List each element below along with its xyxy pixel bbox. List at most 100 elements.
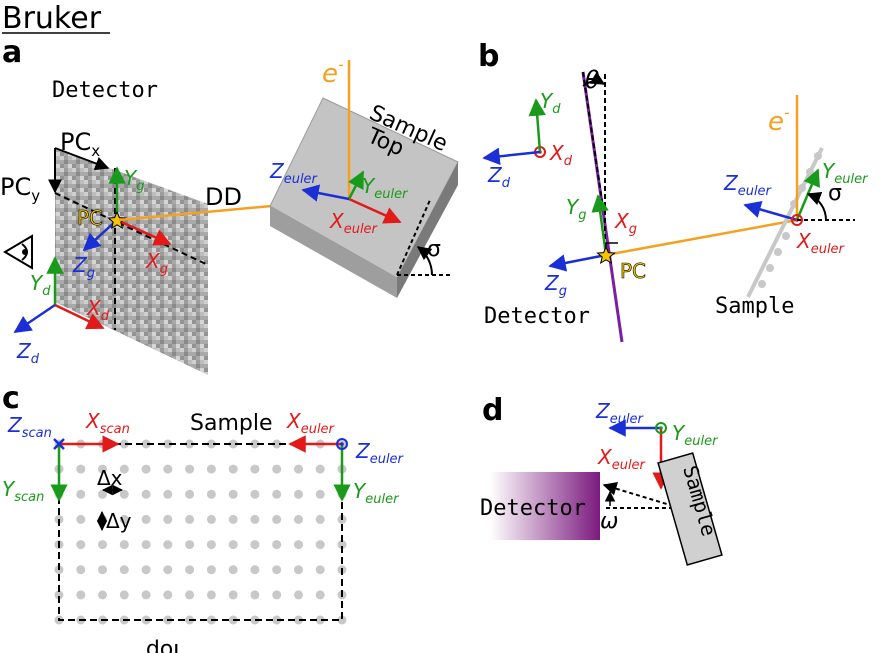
a-zd-arrow (13, 303, 56, 334)
scan-point (119, 540, 129, 550)
c-sample-outline (58, 443, 343, 621)
scan-point (206, 489, 216, 499)
scan-point (119, 464, 129, 474)
scan-point (185, 464, 195, 474)
c-zeuler-dot (340, 442, 344, 446)
a-xeuler-label: Xeuler (329, 209, 379, 237)
c-xeuler-label: Xeuler (286, 409, 336, 437)
c-sample-label: Sample (190, 411, 273, 436)
scan-point (315, 565, 325, 575)
scan-point (141, 464, 151, 474)
a-pc-horizontal-dash (54, 192, 209, 266)
scan-point (250, 464, 260, 474)
scan-point (206, 514, 216, 524)
b-zd-arrow (482, 147, 541, 166)
a-zeuler-arrow (301, 184, 350, 202)
scan-point (76, 590, 86, 600)
b-yg-label: Yg (566, 195, 586, 223)
scan-point (294, 540, 303, 550)
scan-point (76, 514, 86, 524)
scan-point (141, 439, 151, 449)
scan-point (98, 464, 107, 474)
a-pc-label: PC (77, 206, 103, 230)
b-sigma-label: σ (828, 181, 842, 206)
b-xd-label: Xd (549, 141, 573, 169)
scan-point (119, 489, 129, 499)
a-pcx-arrow (54, 147, 110, 171)
c-yeuler-label: Yeuler (353, 479, 400, 507)
a-xg-arrow (116, 218, 172, 246)
scan-point (54, 590, 64, 600)
scan-point (163, 489, 173, 499)
a-detector-label: Detector (52, 78, 158, 103)
scan-point (206, 439, 216, 449)
a-pc-star (107, 210, 127, 230)
scan-point (98, 565, 107, 575)
panel-a-label: a (2, 35, 22, 70)
scan-point (228, 565, 238, 575)
scan-point (228, 489, 238, 499)
scan-point (141, 540, 151, 550)
b-sample-label: Sample (715, 294, 794, 319)
scan-point (250, 540, 260, 550)
scan-point (228, 464, 238, 474)
scan-point (185, 540, 195, 550)
a-xeuler-arrow (348, 197, 402, 224)
scan-point (294, 489, 303, 499)
b-yeuler-label: Yeuler (822, 159, 869, 187)
scan-point (272, 439, 282, 449)
b-detector-distance-line (605, 218, 798, 257)
a-yeuler-arrow (347, 170, 365, 200)
scan-point (185, 590, 195, 600)
b-beam-label: e- (768, 103, 790, 137)
a-sigma-label: σ (427, 237, 441, 262)
b-zeuler-label: Zeuler (723, 171, 773, 199)
scan-point (119, 514, 129, 524)
scan-point (98, 590, 107, 600)
scan-point (272, 590, 282, 600)
scan-point (315, 540, 325, 550)
c-zeuler-label: Zeuler (355, 439, 405, 467)
b-theta-label: θ (585, 66, 600, 94)
scan-point (228, 514, 238, 524)
a-dd-label: DD (205, 183, 242, 211)
scan-point (163, 540, 173, 550)
b-pc-star (596, 245, 616, 265)
a-xd-arrow (54, 303, 105, 330)
scan-point (337, 615, 347, 625)
scan-point (250, 565, 260, 575)
c-dy-label: Δy (106, 509, 132, 533)
c-yscan-label: Yscan (2, 477, 44, 505)
scan-point (141, 489, 151, 499)
scan-point (272, 464, 282, 474)
panel-b: b θ Yd Xd Zd Yg Xg Zg PC Detector (478, 39, 869, 343)
scan-point (228, 590, 238, 600)
b-zeuler-arrow (743, 200, 798, 222)
eye-icon (3, 234, 33, 270)
a-zd-label: Zd (16, 339, 40, 367)
scan-point (76, 540, 86, 550)
scan-point (294, 565, 303, 575)
b-xg-label: Xg (614, 209, 637, 237)
panel-d-label: d (482, 393, 503, 428)
scan-point (228, 439, 238, 449)
scan-point (206, 590, 216, 600)
scan-point (206, 540, 216, 550)
d-detector-label: Detector (480, 496, 586, 521)
scan-point (294, 590, 303, 600)
d-yeuler-dot (659, 426, 663, 430)
b-theta-arc (582, 71, 606, 87)
a-pcx-label: PCx (60, 128, 100, 160)
d-ray-upper (602, 481, 681, 509)
scan-point (98, 540, 107, 550)
scan-point (272, 615, 282, 625)
scan-point (76, 565, 86, 575)
scan-point (163, 590, 173, 600)
scan-point (315, 464, 325, 474)
b-pc-label: PC (620, 259, 646, 283)
scan-point (119, 590, 129, 600)
b-yd-label: Yd (540, 89, 561, 117)
scan-point (272, 489, 282, 499)
scan-point (141, 565, 151, 575)
b-yd-arrow (528, 98, 546, 153)
